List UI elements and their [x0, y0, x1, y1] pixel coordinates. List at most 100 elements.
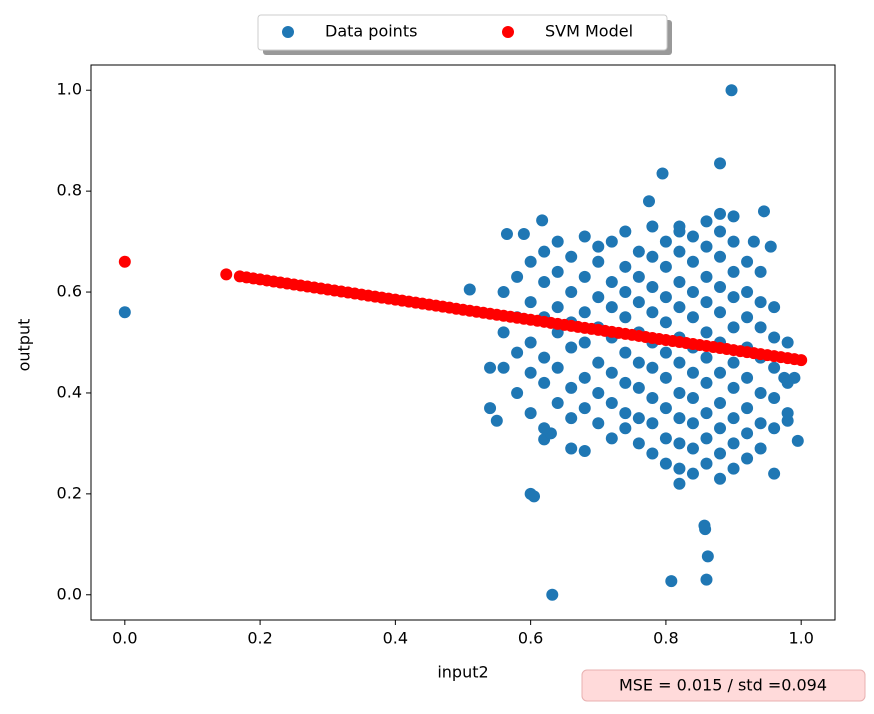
legend-marker — [282, 26, 294, 38]
point — [754, 296, 767, 309]
point — [673, 386, 686, 399]
point — [741, 427, 754, 440]
point — [781, 336, 794, 349]
point — [768, 331, 781, 344]
point — [656, 167, 669, 180]
point — [643, 195, 655, 208]
point — [791, 434, 804, 447]
point — [605, 366, 618, 379]
point — [659, 432, 672, 445]
point — [605, 432, 618, 445]
point — [118, 255, 131, 268]
point — [578, 270, 591, 283]
point — [768, 361, 781, 374]
point — [551, 397, 564, 410]
y-tick-label: 0.2 — [57, 483, 82, 502]
point — [592, 240, 605, 253]
point — [524, 336, 537, 349]
point — [659, 291, 672, 304]
x-tick-label: 0.4 — [383, 629, 408, 648]
legend-marker — [502, 26, 514, 38]
point — [632, 245, 645, 258]
point — [727, 235, 740, 248]
point — [700, 296, 713, 309]
point — [673, 462, 686, 475]
point — [632, 296, 645, 309]
x-tick-label: 0.6 — [518, 629, 543, 648]
legend-label: SVM Model — [545, 22, 633, 41]
point — [551, 361, 564, 374]
point — [632, 381, 645, 394]
point — [768, 467, 781, 480]
point — [714, 207, 727, 220]
point — [605, 301, 618, 314]
point — [700, 457, 713, 470]
point — [714, 281, 727, 293]
point — [764, 240, 777, 253]
point — [699, 523, 712, 536]
x-tick-label: 0.2 — [247, 629, 272, 648]
point — [463, 283, 476, 296]
point — [524, 296, 537, 309]
point — [673, 356, 686, 369]
point — [500, 228, 513, 241]
point — [659, 346, 672, 359]
point — [754, 386, 767, 399]
point — [700, 573, 713, 586]
point — [795, 354, 808, 367]
point — [727, 210, 740, 223]
point — [578, 230, 591, 243]
point — [551, 235, 564, 248]
point — [605, 397, 618, 410]
point — [673, 477, 686, 490]
point — [646, 447, 659, 460]
point — [511, 270, 524, 283]
point — [524, 366, 537, 379]
point — [632, 412, 645, 425]
point — [605, 235, 618, 248]
point — [686, 442, 699, 455]
point — [741, 452, 754, 465]
point — [118, 306, 131, 319]
point — [659, 235, 672, 248]
x-tick-label: 0.8 — [653, 629, 678, 648]
y-tick-label: 0.0 — [57, 584, 82, 603]
annotation: MSE = 0.015 / std =0.094 — [619, 676, 827, 695]
point — [700, 376, 713, 389]
point — [619, 260, 632, 273]
point — [659, 402, 672, 415]
point — [592, 356, 605, 369]
point — [538, 376, 551, 389]
point — [578, 402, 591, 415]
point — [538, 351, 551, 364]
point — [524, 407, 537, 420]
point — [619, 311, 632, 324]
x-tick-label: 0.0 — [112, 629, 137, 648]
point — [646, 220, 659, 233]
point — [646, 361, 659, 374]
point — [754, 417, 767, 430]
y-tick-label: 0.8 — [57, 181, 82, 200]
point — [511, 386, 524, 399]
point — [781, 376, 794, 389]
point — [497, 326, 510, 339]
point — [538, 245, 551, 258]
point — [632, 356, 645, 369]
point — [565, 412, 578, 425]
point — [646, 417, 659, 430]
point — [546, 588, 559, 601]
point — [592, 291, 605, 304]
y-tick-label: 1.0 — [57, 80, 82, 99]
point — [551, 265, 564, 278]
point — [701, 550, 714, 563]
point — [528, 490, 541, 503]
point — [673, 301, 686, 314]
point — [754, 265, 767, 278]
point — [536, 214, 549, 227]
point — [741, 286, 754, 299]
point — [700, 407, 713, 420]
point — [619, 346, 632, 359]
point — [646, 306, 659, 319]
point — [565, 381, 578, 394]
